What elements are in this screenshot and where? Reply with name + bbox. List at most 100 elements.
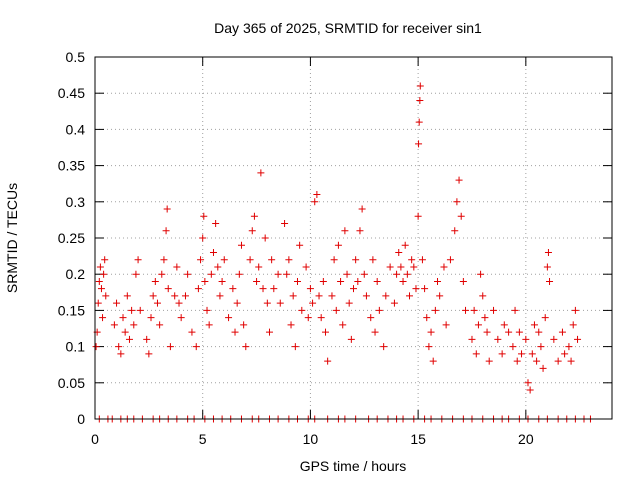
data-point: [569, 321, 577, 329]
data-point: [321, 328, 329, 336]
data-point: [380, 343, 388, 351]
data-point: [311, 198, 319, 206]
data-point: [149, 292, 157, 300]
data-point: [550, 335, 558, 343]
data-point: [451, 227, 459, 235]
data-point: [263, 299, 271, 307]
data-point: [164, 285, 172, 293]
data-point: [371, 328, 379, 336]
data-point: [259, 285, 267, 293]
data-point: [309, 299, 317, 307]
data-point: [199, 234, 207, 242]
chart-title: Day 365 of 2025, SRMTID for receiver sin…: [214, 20, 482, 36]
data-point: [175, 299, 183, 307]
data-point: [530, 321, 538, 329]
x-tick-label: 10: [303, 431, 319, 447]
data-point: [481, 314, 489, 322]
data-point: [468, 335, 476, 343]
data-point: [399, 277, 407, 285]
data-point: [343, 270, 351, 278]
data-point: [421, 285, 429, 293]
x-tick-label: 15: [410, 431, 426, 447]
data-point: [459, 277, 467, 285]
data-point: [535, 328, 543, 336]
data-point: [472, 350, 480, 358]
data-point: [274, 270, 282, 278]
data-point: [415, 140, 423, 148]
data-point: [367, 314, 375, 322]
data-point: [554, 357, 562, 365]
data-point: [100, 270, 108, 278]
data-point: [96, 263, 104, 271]
data-point: [99, 314, 107, 322]
data-point: [390, 299, 398, 307]
data-point: [166, 343, 174, 351]
x-axis-label: GPS time / hours: [300, 458, 407, 474]
data-point: [171, 292, 179, 300]
y-tick-label: 0.2: [66, 266, 86, 282]
data-point: [414, 212, 422, 220]
y-axis-label: SRMTID / TECUs: [4, 183, 20, 293]
y-tick-label: 0.35: [58, 158, 85, 174]
data-point: [257, 169, 265, 177]
data-point: [539, 364, 547, 372]
data-point: [163, 205, 171, 213]
y-tick-label: 0.25: [58, 230, 85, 246]
data-point: [509, 343, 517, 351]
data-point: [518, 350, 526, 358]
data-point: [498, 350, 506, 358]
data-point: [386, 263, 394, 271]
data-point: [110, 321, 118, 329]
data-point: [415, 118, 423, 126]
data-point: [362, 292, 370, 300]
data-point: [462, 306, 470, 314]
data-point: [134, 256, 142, 264]
data-point: [231, 328, 239, 336]
data-point: [209, 248, 217, 256]
data-point: [173, 263, 181, 271]
data-point: [121, 328, 129, 336]
y-tick-label: 0: [77, 411, 85, 427]
data-point: [416, 96, 424, 104]
data-point: [95, 277, 103, 285]
data-point: [541, 314, 549, 322]
data-point: [505, 328, 513, 336]
data-point: [574, 335, 582, 343]
y-tick-label: 0.4: [66, 121, 86, 137]
x-tick-label: 0: [91, 431, 99, 447]
y-axis-ticks: 0 0.05 0.1 0.15 0.2 0.25 0.3 0.35 0.4 0.45 0.5: [58, 49, 612, 427]
data-point: [571, 306, 579, 314]
data-point: [233, 299, 241, 307]
data-point: [511, 306, 519, 314]
data-point: [136, 306, 144, 314]
data-point: [192, 343, 200, 351]
data-point: [276, 299, 284, 307]
data-point: [339, 321, 347, 329]
data-point: [188, 328, 196, 336]
data-point: [544, 248, 552, 256]
data-point: [97, 285, 105, 293]
data-point: [214, 263, 222, 271]
data-point: [546, 277, 554, 285]
x-tick-label: 5: [199, 431, 207, 447]
data-point: [457, 212, 465, 220]
data-point: [470, 306, 478, 314]
data-point: [302, 263, 310, 271]
data-point: [255, 263, 263, 271]
data-point: [237, 241, 245, 249]
data-point: [485, 357, 493, 365]
data-point: [197, 256, 205, 264]
data-point: [431, 306, 439, 314]
data-point: [125, 335, 133, 343]
data-point: [298, 306, 306, 314]
data-point: [397, 263, 405, 271]
grid-lines: [95, 57, 612, 419]
data-point: [115, 343, 123, 351]
data-point: [337, 277, 345, 285]
x-axis-ticks: 0 5 10 15 20: [91, 57, 534, 447]
data-point: [453, 198, 461, 206]
data-point: [203, 306, 211, 314]
data-point: [401, 241, 409, 249]
data-point: [250, 212, 258, 220]
